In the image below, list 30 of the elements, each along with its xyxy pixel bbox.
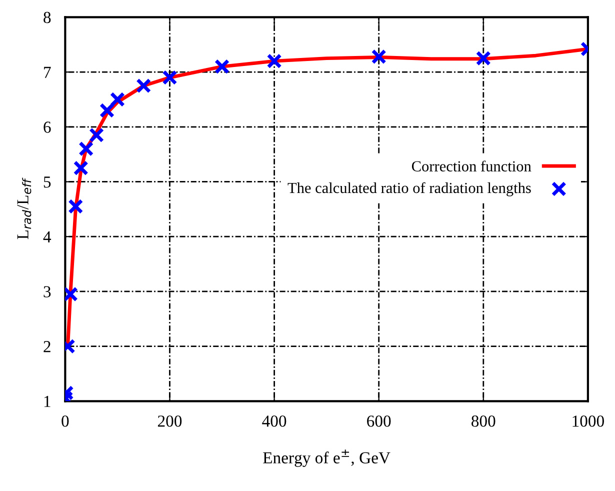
x-axis-title: Energy of e$^{±}$, GeV <box>263 450 390 467</box>
point <box>73 160 88 176</box>
point <box>78 141 94 156</box>
x-tick-label: 400 <box>262 416 286 427</box>
y-tick-label: 7 <box>44 66 51 78</box>
x-tick-label: 200 <box>158 416 182 427</box>
x-tick-label: 600 <box>367 416 391 427</box>
point <box>266 54 282 69</box>
point <box>136 78 152 94</box>
y-tick-label: 1 <box>44 396 50 407</box>
point <box>476 50 491 66</box>
y-tick-label: 2 <box>44 341 50 352</box>
x-tick-label: 800 <box>472 416 496 427</box>
point <box>68 198 84 214</box>
y-tick-label: 6 <box>44 122 51 133</box>
point <box>110 92 126 108</box>
y-tick-label: 5 <box>44 176 51 188</box>
point <box>99 102 115 118</box>
point <box>162 70 178 86</box>
y-tick-label: 3 <box>44 286 51 298</box>
legend-label: The calculated ratio of radiation lengths <box>288 182 531 196</box>
point <box>214 59 230 74</box>
y-tick-label: 8 <box>44 12 51 24</box>
x-tick-label: 1000 <box>572 416 604 427</box>
x-tick-label: 0 <box>62 416 69 427</box>
point <box>371 49 386 64</box>
y-tick-label: 4 <box>43 231 52 242</box>
point <box>89 128 104 143</box>
legend-label: Correction function <box>412 160 532 172</box>
y-axis-title: L$_{rad}$/L$_{eff}$ <box>17 178 32 240</box>
